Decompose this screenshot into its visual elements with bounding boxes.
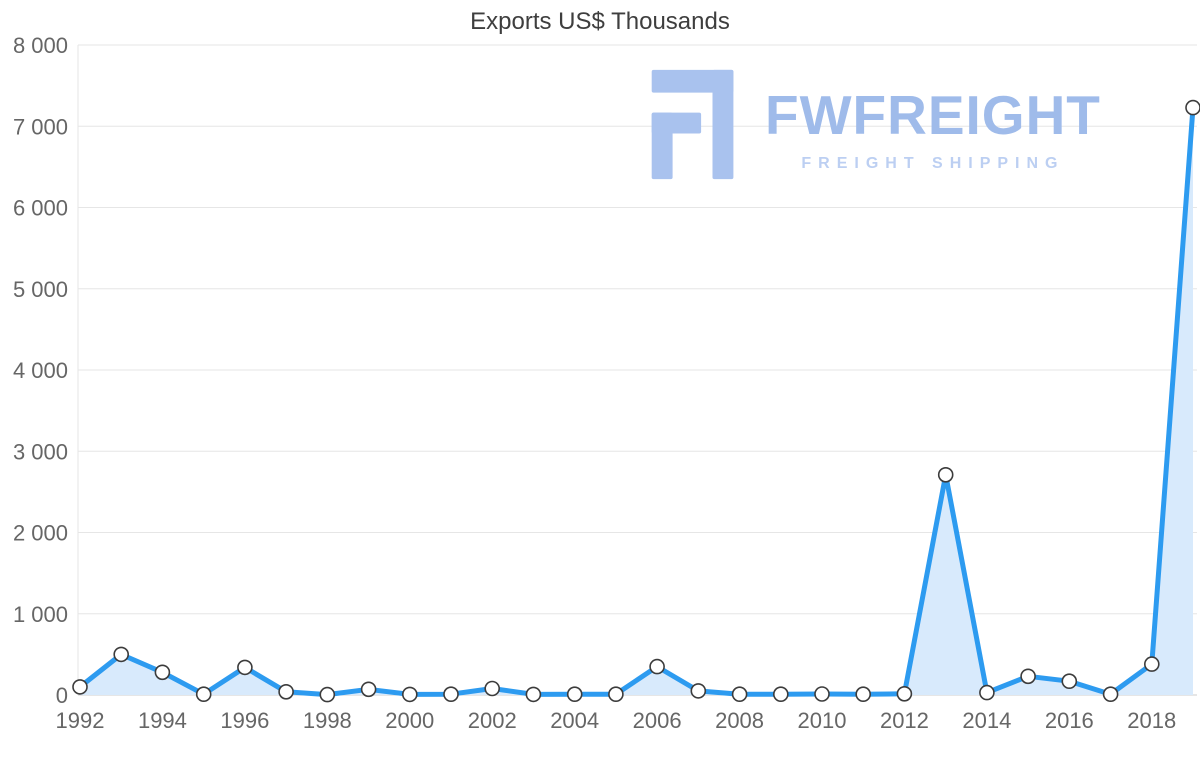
- data-point-marker[interactable]: [855, 686, 872, 703]
- data-point-marker[interactable]: [113, 646, 129, 663]
- data-point-marker[interactable]: [319, 686, 336, 703]
- brand-text-block: FWFREIGHT FREIGHT SHIPPING: [765, 68, 1101, 173]
- x-axis-label: 2010: [798, 708, 847, 733]
- data-point-marker[interactable]: [731, 686, 748, 703]
- x-axis-label: 2006: [633, 708, 682, 733]
- data-point-marker[interactable]: [1144, 656, 1160, 672]
- x-axis-label: 2002: [468, 708, 517, 733]
- x-axis-label: 2004: [550, 708, 599, 733]
- y-axis-label: 7 000: [13, 114, 68, 139]
- x-axis-label: 1994: [138, 708, 187, 733]
- y-axis-label: 8 000: [13, 33, 68, 58]
- data-point-marker[interactable]: [814, 686, 830, 702]
- data-point-marker[interactable]: [72, 679, 88, 695]
- data-point-marker[interactable]: [237, 659, 253, 676]
- brand-watermark: FWFREIGHT FREIGHT SHIPPING: [646, 68, 1101, 181]
- x-axis-label: 1992: [56, 708, 105, 733]
- data-point-marker[interactable]: [979, 684, 995, 701]
- data-point-marker[interactable]: [937, 466, 954, 483]
- data-point-marker[interactable]: [443, 686, 459, 703]
- y-axis-label: 4 000: [13, 358, 68, 383]
- fwfreight-logo-icon: [651, 69, 734, 180]
- data-point-marker[interactable]: [1061, 673, 1078, 690]
- x-axis-label: 1998: [303, 708, 352, 733]
- data-point-marker[interactable]: [608, 686, 624, 703]
- data-point-marker[interactable]: [484, 680, 501, 697]
- chart-title: Exports US$ Thousands: [470, 8, 730, 35]
- x-axis-label: 2016: [1045, 708, 1094, 733]
- data-point-marker[interactable]: [566, 686, 583, 703]
- data-point-marker[interactable]: [896, 685, 913, 702]
- data-point-marker[interactable]: [1102, 686, 1119, 703]
- data-point-marker[interactable]: [195, 686, 212, 703]
- x-axis-label: 2012: [880, 708, 929, 733]
- data-point-marker[interactable]: [278, 683, 294, 700]
- data-point-marker[interactable]: [525, 686, 542, 703]
- area-fill: [80, 107, 1193, 696]
- y-axis-label: 6 000: [13, 196, 68, 221]
- y-axis-label: 5 000: [13, 277, 68, 302]
- y-axis-label: 0: [56, 683, 68, 708]
- data-point-marker[interactable]: [1185, 99, 1200, 116]
- x-axis-label: 2000: [385, 708, 434, 733]
- data-point-marker[interactable]: [649, 658, 665, 675]
- x-axis-label: 2008: [715, 708, 764, 733]
- x-axis-label: 2018: [1127, 708, 1176, 733]
- y-axis-label: 2 000: [13, 521, 68, 546]
- brand-name: FWFREIGHT: [765, 84, 1101, 146]
- data-point-marker[interactable]: [154, 664, 171, 681]
- data-point-marker[interactable]: [1020, 668, 1036, 685]
- x-axis-label: 2014: [962, 708, 1011, 733]
- data-point-marker[interactable]: [401, 686, 418, 703]
- data-point-marker[interactable]: [690, 683, 707, 699]
- series-line: [77, 105, 1196, 698]
- y-axis-label: 1 000: [13, 602, 68, 627]
- data-point-marker[interactable]: [360, 681, 377, 698]
- y-axis-label: 3 000: [13, 439, 68, 464]
- x-axis-label: 1996: [220, 708, 269, 733]
- brand-tagline: FREIGHT SHIPPING: [801, 155, 1065, 172]
- data-point-marker[interactable]: [772, 686, 789, 703]
